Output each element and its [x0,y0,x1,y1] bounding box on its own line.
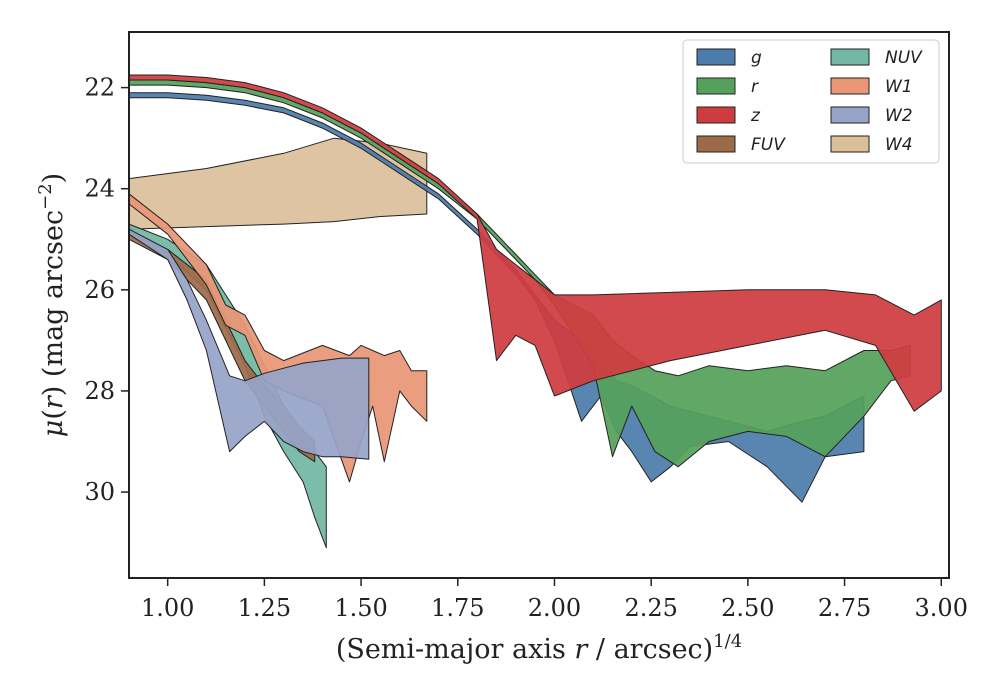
x-axis-title: (Semi-major axis r / arcsec)1/4 [336,631,742,665]
legend-label-nuv: NUV [885,48,923,68]
legend-swatch-z [696,106,736,124]
y-axis-title: μ(r) (mag arcsec−2) [35,173,69,437]
x-tick-label: 3.00 [915,594,968,622]
x-tick-label: 1.75 [431,594,484,622]
legend-label-r: r [751,77,759,97]
legend-swatch-r [696,77,736,95]
y-tick-label: 30 [84,478,115,506]
legend-label-z: z [750,106,761,126]
y-tick-label: 22 [84,74,115,102]
data-bands [128,74,942,549]
y-tick-label: 28 [84,377,115,405]
band-g [128,92,865,503]
legend-label-w1: W1 [885,77,913,97]
legend-swatch-w4 [830,135,870,153]
legend-swatch-nuv [830,48,870,66]
band-w4 [128,137,428,230]
x-axis-ticks: 1.00 1.25 1.50 1.75 2.00 2.25 2.50 2.75 3.00 [141,578,968,622]
y-axis-ticks: 22 24 26 28 30 [84,74,129,506]
legend-label-g: g [751,48,762,68]
legend-swatch-w1 [830,77,870,95]
x-tick-label: 1.25 [238,594,291,622]
legend-label-fuv: FUV [751,135,786,155]
x-tick-label: 1.00 [141,594,194,622]
legend-swatch-fuv [696,135,736,153]
x-tick-label: 2.25 [624,594,677,622]
x-tick-label: 2.50 [721,594,774,622]
legend: grz FUV NUV W1 W2 W4 [682,39,940,164]
legend-swatch-w2 [830,106,870,124]
legend-frame [682,39,940,164]
y-tick-label: 26 [84,276,115,304]
legend-swatch-g [696,48,736,66]
y-tick-label: 24 [84,175,115,203]
plot-frame [128,31,950,579]
band-z [128,74,942,412]
legend-label-w2: W2 [885,106,913,126]
legend-label-w4: W4 [885,135,913,155]
x-tick-label: 2.00 [528,594,581,622]
x-tick-label: 1.50 [334,594,387,622]
x-tick-label: 2.75 [818,594,871,622]
band-w2 [128,228,370,460]
